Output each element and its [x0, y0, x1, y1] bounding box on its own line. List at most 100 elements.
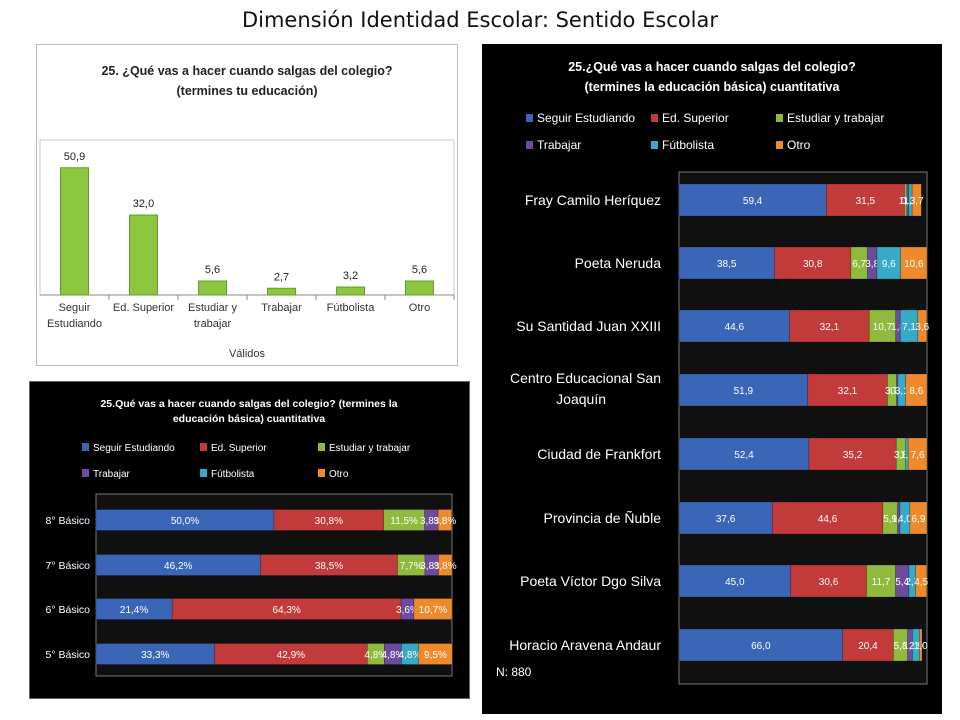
data-label: 0,7: [901, 196, 915, 207]
schools-content: Seguir Estudiando Ed. Superior Estudiar y …: [509, 111, 930, 685]
x-tick-label: Otro: [409, 302, 430, 314]
data-label: 3,8%: [433, 516, 456, 527]
bar-segment-superior: [260, 554, 398, 576]
bar-segment-estudiar-trabajar: [866, 564, 896, 598]
x-tick-label: Fútbolista: [327, 302, 376, 314]
data-label: 59,4: [743, 196, 763, 207]
data-label: 35,2: [843, 450, 863, 461]
data-label: 4,8%: [364, 650, 387, 661]
bar-segment-otro: [905, 373, 928, 407]
data-label: 3,8%: [420, 516, 443, 527]
data-label: 2,7: [274, 271, 289, 283]
data-label: 11,5%: [390, 516, 418, 527]
data-label: 6,9: [911, 514, 925, 525]
data-label: 10,7%: [419, 605, 447, 616]
data-label: 20,4: [858, 641, 878, 652]
chart-subtitle: (termines tu educación): [177, 84, 318, 98]
y-tick-label: 5° Básico: [46, 649, 91, 661]
bar-segment-otro: [438, 554, 453, 576]
legend-label: Trabajar: [537, 138, 581, 152]
bar-segment-seguir: [678, 183, 827, 217]
data-label: 10,7: [873, 322, 893, 333]
data-label: 33,3%: [141, 650, 169, 661]
bar-segment-otro: [911, 183, 922, 217]
data-label: 52,4: [734, 450, 754, 461]
data-label: 38,5: [717, 259, 737, 270]
bar-segment-otro: [919, 628, 923, 662]
data-label: 64,3%: [272, 605, 300, 616]
data-label: 1,8: [891, 322, 905, 333]
y-tick-label: 6° Básico: [46, 604, 91, 616]
bar-segment-otro: [907, 437, 928, 471]
legend-label: Seguir Estudiando: [93, 443, 175, 454]
bar-segment-otro: [917, 309, 928, 343]
data-label: 66,0: [751, 641, 771, 652]
bar-segment-seguir: [678, 437, 810, 471]
data-label: 30,6: [819, 577, 839, 588]
bar-segment-otro: [437, 509, 452, 531]
x-tick-label: trabajar: [194, 318, 232, 330]
legend-label: Fútbolista: [662, 138, 714, 152]
legend-label: Ed. Superior: [662, 111, 729, 125]
data-label: 5,6: [205, 264, 220, 276]
bar: [267, 287, 296, 296]
chart-title: 25.¿Qué vas a hacer cuando salgas del co…: [568, 60, 856, 74]
bar: [336, 286, 365, 296]
legend-label: Seguir Estudiando: [537, 111, 635, 125]
x-tick-label: Seguir: [59, 302, 91, 314]
y-tick-label: Centro Educacional San: [510, 370, 661, 386]
legend-label: Ed. Superior: [211, 443, 267, 454]
data-label: 1,0: [899, 196, 913, 207]
data-label: 4,8%: [399, 650, 422, 661]
data-label: 3,7: [910, 196, 924, 207]
data-label: 8,6: [909, 386, 923, 397]
bar-segment-otro: [909, 501, 928, 535]
bar-segment-trabajar: [906, 183, 909, 217]
bar-segment-seguir: [678, 309, 790, 343]
data-label: 5,6: [412, 264, 427, 276]
data-label: 3,7: [885, 386, 899, 397]
bar-segment-superior: [808, 437, 897, 471]
data-label: 3,8: [894, 450, 908, 461]
bar: [129, 214, 158, 296]
data-label: 5,8: [894, 641, 908, 652]
legend-swatch-superior: [651, 114, 658, 122]
bars-group: 50,9 Seguir Estudiando 32,0 Ed. Superior 5,6 E…: [39, 139, 455, 330]
data-label: 6,7: [852, 259, 866, 270]
data-label: 2,9: [909, 641, 923, 652]
data-label: 38,5%: [315, 561, 343, 572]
bar: [405, 280, 434, 296]
legend-swatch-otro: [776, 141, 783, 149]
y-tick-label: Su Santidad Juan XXIII: [516, 318, 661, 334]
data-label: 1,9: [903, 641, 917, 652]
data-label: 4,5: [914, 577, 928, 588]
data-label: 3,8%: [434, 561, 457, 572]
legend-swatch-estudiar-trabajar: [776, 114, 783, 122]
data-label: 32,1: [820, 322, 840, 333]
bar-segment-seguir: [95, 598, 173, 620]
x-tick-label: Ed. Superior: [113, 302, 174, 314]
data-label: 45,0: [725, 577, 745, 588]
bar-segment-estudiar-trabajar: [882, 501, 898, 535]
bar-segment-superior: [774, 246, 852, 280]
chart-panel-grades: 25.Qué vas a hacer cuando salgas del col…: [29, 381, 470, 699]
y-tick-label: Poeta Víctor Dgo Silva: [520, 573, 661, 589]
data-label: 46,2%: [164, 561, 192, 572]
data-label: 32,1: [838, 386, 858, 397]
bar-segment-superior: [807, 373, 888, 407]
chart-title: 25. ¿Qué vas a hacer cuando salgas del c…: [101, 64, 392, 78]
data-label: 4,0: [898, 514, 912, 525]
bar-segment-superior: [790, 564, 867, 598]
data-label: 21,4%: [120, 605, 148, 616]
plot-area: [39, 139, 455, 296]
y-tick-label: Provincia de Ñuble: [543, 510, 661, 526]
bar-segment-otro: [915, 564, 928, 598]
bar-segment-otro: [413, 598, 453, 620]
data-label: 3,8: [865, 259, 879, 270]
chart-title-line: educación básica) cuantitativa: [173, 413, 325, 425]
data-label: 3,6%: [396, 605, 419, 616]
x-axis-title: Válidos: [229, 348, 266, 360]
chart-subtitle: (termines la educación básica) cuantitat…: [585, 80, 841, 94]
bar-segment-superior: [789, 309, 870, 343]
data-label: 1,0: [914, 641, 928, 652]
